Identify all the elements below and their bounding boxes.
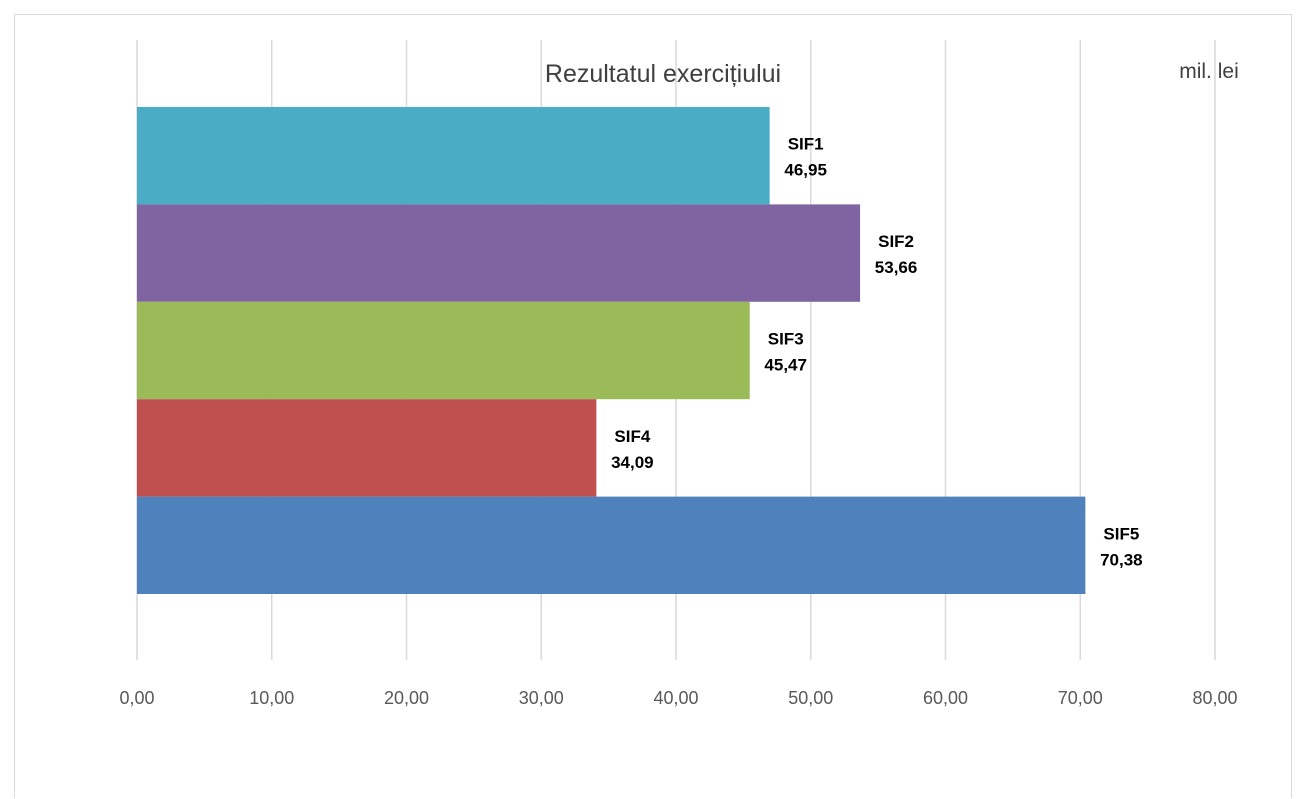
data-label-value: 45,47 <box>764 356 807 375</box>
x-tick-label: 70,00 <box>1058 688 1103 708</box>
data-label-value: 34,09 <box>611 453 654 472</box>
bar-sif4 <box>137 399 597 497</box>
x-tick-label: 80,00 <box>1192 688 1237 708</box>
x-tick-label: 40,00 <box>653 688 698 708</box>
bars <box>137 107 1086 594</box>
data-label-category: SIF4 <box>614 427 650 446</box>
data-label-value: 46,95 <box>784 161 827 180</box>
x-tick-label: 0,00 <box>119 688 154 708</box>
x-tick-label: 60,00 <box>923 688 968 708</box>
x-tick-label: 20,00 <box>384 688 429 708</box>
data-label-category: SIF1 <box>788 135 824 154</box>
x-tick-label: 10,00 <box>249 688 294 708</box>
data-labels: SIF1 46,95 SIF2 53,66 SIF3 45,47 SIF4 34,09 SIF5… <box>611 135 1143 570</box>
bar-sif1 <box>137 107 770 205</box>
x-axis-tick-labels: 0,00 10,00 20,00 30,00 40,00 50,00 60,00 70,00 8… <box>119 688 1237 708</box>
unit-label: mil. lei <box>1179 60 1239 83</box>
data-label-category: SIF5 <box>1103 524 1139 543</box>
bar-sif5 <box>137 496 1086 594</box>
data-label-value: 70,38 <box>1100 550 1143 569</box>
data-label-category: SIF2 <box>878 232 914 251</box>
data-label-category: SIF3 <box>768 330 804 349</box>
bar-sif3 <box>137 301 750 400</box>
bar-sif2 <box>137 204 861 302</box>
chart-title: Rezultatul exercițiului <box>545 60 781 88</box>
data-label-value: 53,66 <box>875 258 918 277</box>
x-tick-label: 30,00 <box>519 688 564 708</box>
x-tick-label: 50,00 <box>788 688 833 708</box>
